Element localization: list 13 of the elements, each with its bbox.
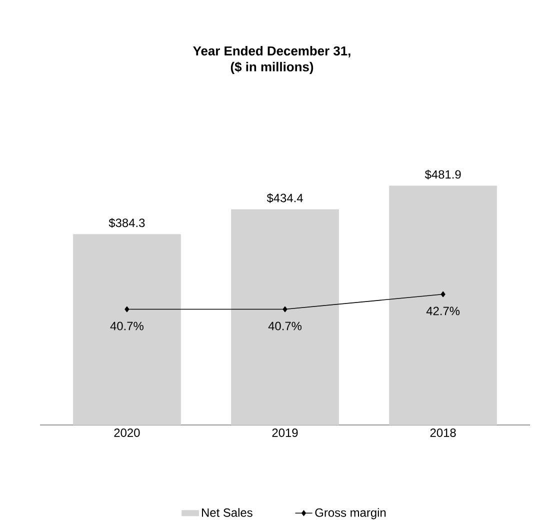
x-tick-label: 2018 bbox=[430, 428, 456, 437]
legend-label: Net Sales bbox=[202, 508, 252, 517]
data-label: 42.7% bbox=[426, 306, 460, 316]
data-label: 40.7% bbox=[268, 322, 302, 330]
data-label: $481.9 bbox=[424, 170, 461, 180]
data-label: $434.4 bbox=[266, 193, 303, 203]
chart-subtitle: ($ in millions) bbox=[230, 62, 314, 74]
data-label: 40.7% bbox=[110, 322, 144, 330]
x-tick-label: 2019 bbox=[272, 428, 298, 437]
chart-title: Year Ended December 31, bbox=[193, 46, 350, 58]
legend-label: Gross margin bbox=[315, 508, 386, 520]
x-tick-label: 2020 bbox=[114, 428, 140, 437]
data-label: $384.3 bbox=[108, 218, 145, 228]
